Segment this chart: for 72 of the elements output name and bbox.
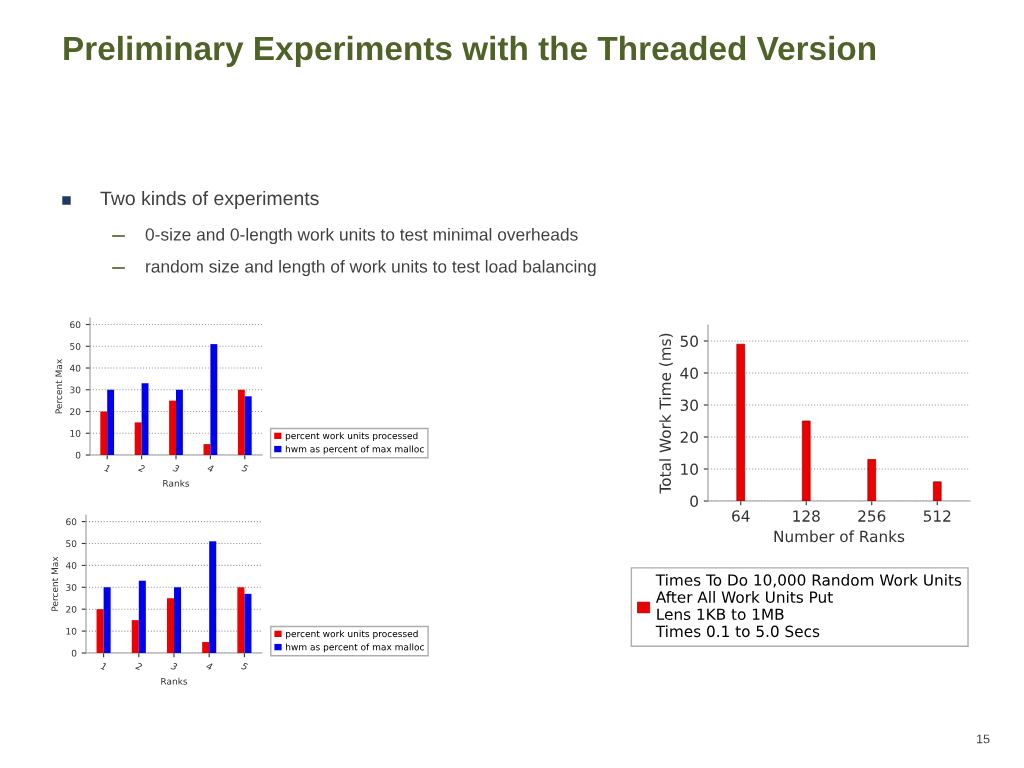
bar [202,642,210,653]
bar [736,343,746,501]
x-tick-label: 3 [172,464,180,473]
y-tick-label: 10 [66,627,77,635]
legend-label: hwm as percent of max malloc [286,643,424,653]
x-tick-label: 1 [104,464,111,472]
bar [169,400,176,455]
bar [138,580,146,653]
bar [166,598,174,653]
bar [174,587,182,653]
legend-label: Times To Do 10,000 Random Work Units After All Work Units Put Lens 1KB to 1MB Times 0.1 to 5.0 Secs [655,573,962,638]
y-tick-label: 50 [70,343,81,350]
bar [801,420,811,501]
y-tick-label: 20 [680,431,698,444]
bar [237,587,245,653]
y-tick-label: 10 [70,429,81,437]
y-tick-label: 50 [680,335,698,348]
x-tick-label: 2 [138,464,146,473]
y-tick-label: 20 [66,605,77,613]
bar [107,389,115,455]
x-axis-title: Ranks [163,479,190,487]
text: Preliminary Experiments with the Threaded Version [64,35,876,67]
y-tick-label: 30 [680,399,698,412]
bar [209,541,217,653]
y-tick-label: 0 [690,495,698,508]
y-tick-label: 0 [75,451,81,459]
bar [244,593,252,653]
y-tick-label: 30 [70,386,81,394]
bar [237,389,245,455]
x-tick-label: 512 [923,510,951,522]
text: Two kinds of experiments [100,190,319,210]
bar [100,411,108,455]
y-tick-label: 50 [66,540,77,548]
y-axis-title: Percent Max [51,556,59,611]
bar [932,481,942,501]
y-tick-label: 30 [66,584,77,591]
y-axis-title: Total Work Time (ms) [659,333,673,494]
bar [244,396,252,455]
y-tick-label: 20 [70,408,81,416]
text: 15 [977,734,990,744]
x-tick-label: 1 [100,662,107,670]
legend-label: percent work units processed [285,432,418,441]
y-tick-label: 60 [66,518,77,526]
bar [867,459,877,501]
y-tick-label: 40 [680,367,698,380]
y-tick-label: 60 [70,321,81,329]
x-tick-label: 128 [793,510,820,522]
x-axis-title: Number of Ranks [774,530,905,543]
x-tick-label: 64 [732,510,750,522]
text: random size and length of work units to test load balancing [146,259,596,277]
bar [210,344,218,455]
legend-label: percent work units processed [286,630,418,639]
x-tick-label: 2 [135,662,143,671]
y-tick-label: 40 [65,562,77,569]
x-tick-label: 256 [858,510,886,522]
x-tick-label: 4 [205,662,213,671]
bar [131,620,139,653]
text: 0-size and 0-length work units to test minimal overheads [145,227,578,245]
x-tick-label: 4 [207,464,214,473]
bar [134,422,142,455]
bar [96,609,104,653]
x-axis-title: Ranks [161,677,188,685]
y-tick-label: 0 [71,649,77,657]
y-tick-label: 10 [681,463,698,476]
bar [176,389,183,455]
x-tick-label: 5 [241,464,249,473]
y-axis-title: Percent Max [55,359,63,414]
y-tick-label: 40 [69,364,81,372]
legend-label: hwm as percent of max malloc [285,445,424,455]
x-tick-label: 3 [170,662,178,671]
x-tick-label: 5 [240,662,249,671]
bar [103,587,111,653]
